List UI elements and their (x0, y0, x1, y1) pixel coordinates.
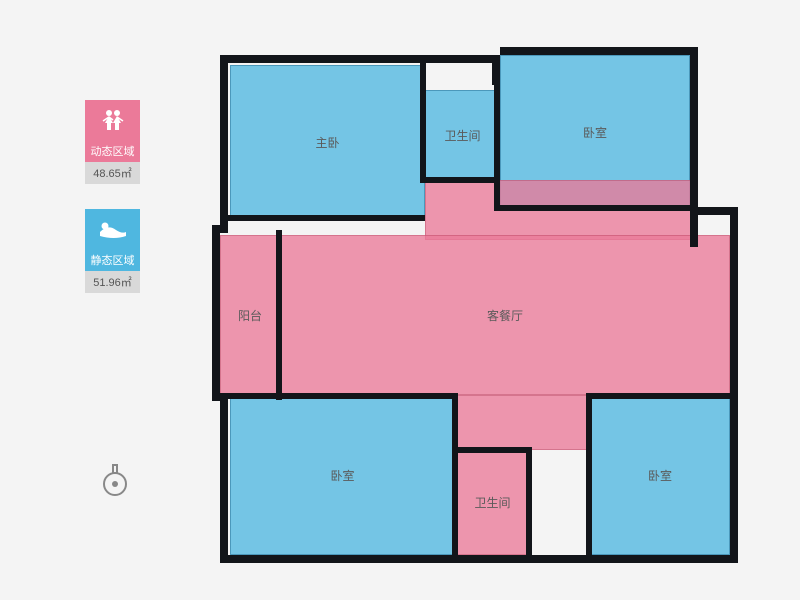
inner-wall-5 (276, 230, 282, 400)
outer-wall-13 (220, 393, 228, 563)
inner-wall-10 (452, 447, 530, 453)
room-balcony: 阳台 (220, 235, 280, 395)
room-corridor_s (455, 395, 590, 450)
room-bed_se: 卧室 (590, 395, 730, 555)
outer-wall-8 (220, 555, 738, 563)
legend-dynamic-value: 48.65㎡ (85, 162, 140, 184)
legend: 动态区域 48.65㎡ 静态区域 51.96㎡ (85, 100, 140, 318)
inner-wall-1 (420, 177, 500, 183)
inner-wall-0 (420, 63, 426, 183)
outer-wall-3 (500, 47, 698, 55)
legend-static-value: 51.96㎡ (85, 271, 140, 293)
legend-dynamic-icon (85, 100, 140, 140)
inner-wall-8 (228, 393, 458, 399)
room-bath2: 卫生间 (455, 450, 530, 555)
room-bed_sw: 卧室 (230, 395, 455, 555)
room-master_bed: 主卧 (230, 65, 425, 220)
outer-wall-9 (220, 55, 228, 225)
inner-wall-11 (586, 395, 592, 560)
inner-wall-3 (494, 205, 694, 211)
legend-dynamic-label: 动态区域 (85, 140, 140, 162)
outer-wall-4 (690, 47, 698, 247)
outer-wall-0 (220, 55, 500, 63)
legend-dynamic: 动态区域 48.65㎡ (85, 100, 140, 184)
page-canvas: 动态区域 48.65㎡ 静态区域 51.96㎡ 主卧卫生间卧室阳台客餐厅卧室卫生… (0, 0, 800, 600)
compass-icon (95, 460, 135, 500)
floor-plan: 主卧卫生间卧室阳台客餐厅卧室卫生间卧室 (220, 55, 740, 565)
legend-static-label: 静态区域 (85, 249, 140, 271)
legend-static: 静态区域 51.96㎡ (85, 209, 140, 293)
inner-wall-12 (586, 393, 734, 399)
outer-wall-11 (212, 225, 220, 400)
outer-wall-7 (730, 207, 738, 562)
room-living: 客餐厅 (280, 235, 730, 395)
inner-wall-4 (228, 215, 425, 221)
inner-wall-7 (452, 395, 458, 560)
room-bath1: 卫生间 (425, 90, 500, 180)
legend-static-icon (85, 209, 140, 249)
people-icon (99, 108, 127, 132)
inner-wall-2 (494, 55, 500, 210)
sleep-icon (98, 218, 128, 240)
inner-wall-9 (526, 447, 532, 559)
